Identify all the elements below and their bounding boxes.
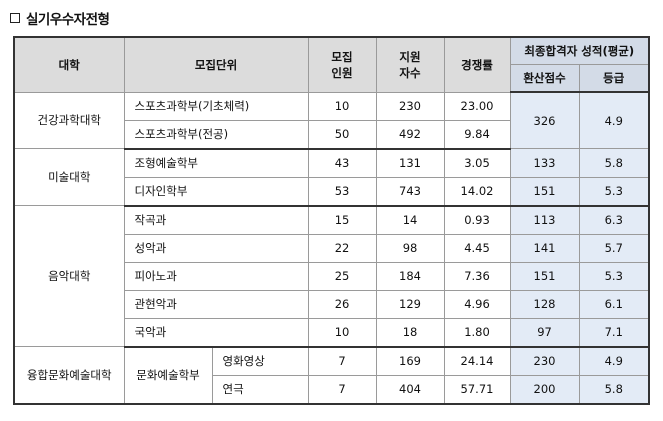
college-fine-arts: 미술대학 <box>13 148 125 206</box>
header-final: 최종합격자 성적(평균) <box>509 36 650 65</box>
applicants-cell: 184 <box>375 261 445 291</box>
ratio-cell: 7.36 <box>443 261 511 291</box>
ratio-cell: 0.93 <box>443 205 511 235</box>
grade-cell-merged: 4.9 <box>578 91 650 149</box>
grade-cell: 5.8 <box>578 374 650 404</box>
quota-cell: 43 <box>307 148 377 178</box>
quota-cell: 50 <box>307 119 377 150</box>
score-cell: 151 <box>509 261 580 291</box>
section-title-text: 실기우수자전형 <box>26 12 110 28</box>
score-cell: 230 <box>509 346 580 376</box>
grade-cell: 5.8 <box>578 148 650 178</box>
grade-cell: 4.9 <box>578 346 650 376</box>
score-cell-merged: 326 <box>509 91 580 149</box>
grade-cell: 5.3 <box>578 176 650 207</box>
college-convergence-arts: 융합문화예술대학 <box>13 346 125 404</box>
unit-cell: 스포츠과학부(기초체력) <box>123 91 309 121</box>
unit-cell: 스포츠과학부(전공) <box>123 119 309 150</box>
applicants-cell: 169 <box>375 346 445 376</box>
header-score: 환산점수 <box>509 64 580 93</box>
score-cell: 97 <box>509 317 580 348</box>
header-quota-l2: 인원 <box>331 65 353 80</box>
ratio-cell: 3.05 <box>443 148 511 178</box>
header-applicants: 지원 자수 <box>375 36 445 93</box>
quota-cell: 10 <box>307 91 377 121</box>
quota-cell: 53 <box>307 176 377 207</box>
grade-cell: 6.3 <box>578 205 650 235</box>
score-cell: 151 <box>509 176 580 207</box>
applicants-cell: 131 <box>375 148 445 178</box>
quota-cell: 25 <box>307 261 377 291</box>
unit-cell: 관현악과 <box>123 289 309 319</box>
ratio-cell: 14.02 <box>443 176 511 207</box>
unit-cell: 성악과 <box>123 233 309 263</box>
ratio-cell: 24.14 <box>443 346 511 376</box>
applicants-cell: 14 <box>375 205 445 235</box>
unit-cell: 작곡과 <box>123 205 309 235</box>
sub-unit-cell: 영화영상 <box>211 346 309 376</box>
score-cell: 128 <box>509 289 580 319</box>
applicants-cell: 98 <box>375 233 445 263</box>
quota-cell: 10 <box>307 317 377 348</box>
ratio-cell: 57.71 <box>443 374 511 404</box>
unit-cell: 피아노과 <box>123 261 309 291</box>
unit-cell-merged: 문화예술학부 <box>123 346 213 404</box>
score-cell: 141 <box>509 233 580 263</box>
college-health-science: 건강과학대학 <box>13 91 125 149</box>
applicants-cell: 230 <box>375 91 445 121</box>
applicants-cell: 743 <box>375 176 445 207</box>
header-applicants-l2: 자수 <box>399 65 421 80</box>
admission-results-table: 대학 모집단위 모집 인원 지원 자수 경쟁률 최종합격자 성적(평균) 환산점수 … <box>13 36 651 405</box>
header-quota-l1: 모집 <box>331 49 353 64</box>
grade-cell: 5.7 <box>578 233 650 263</box>
ratio-cell: 9.84 <box>443 119 511 150</box>
sub-unit-cell: 연극 <box>211 374 309 404</box>
applicants-cell: 492 <box>375 119 445 150</box>
unit-cell: 국악과 <box>123 317 309 348</box>
header-grade: 등급 <box>578 64 650 93</box>
quota-cell: 7 <box>307 346 377 376</box>
score-cell: 200 <box>509 374 580 404</box>
quota-cell: 15 <box>307 205 377 235</box>
applicants-cell: 404 <box>375 374 445 404</box>
unit-cell: 조형예술학부 <box>123 148 309 178</box>
header-unit: 모집단위 <box>123 36 309 93</box>
quota-cell: 26 <box>307 289 377 319</box>
grade-cell: 7.1 <box>578 317 650 348</box>
ratio-cell: 4.96 <box>443 289 511 319</box>
quota-cell: 22 <box>307 233 377 263</box>
college-music: 음악대학 <box>13 205 125 347</box>
header-applicants-l1: 지원 <box>399 49 421 64</box>
quota-cell: 7 <box>307 374 377 404</box>
grade-cell: 5.3 <box>578 261 650 291</box>
applicants-cell: 18 <box>375 317 445 348</box>
score-cell: 113 <box>509 205 580 235</box>
header-quota: 모집 인원 <box>307 36 377 93</box>
section-title: 실기우수자전형 <box>10 8 110 28</box>
unit-cell: 디자인학부 <box>123 176 309 207</box>
ratio-cell: 4.45 <box>443 233 511 263</box>
ratio-cell: 23.00 <box>443 91 511 121</box>
ratio-cell: 1.80 <box>443 317 511 348</box>
applicants-cell: 129 <box>375 289 445 319</box>
score-cell: 133 <box>509 148 580 178</box>
grade-cell: 6.1 <box>578 289 650 319</box>
header-ratio: 경쟁률 <box>443 36 511 93</box>
header-college: 대학 <box>13 36 125 93</box>
checkbox-square-icon <box>10 13 20 23</box>
